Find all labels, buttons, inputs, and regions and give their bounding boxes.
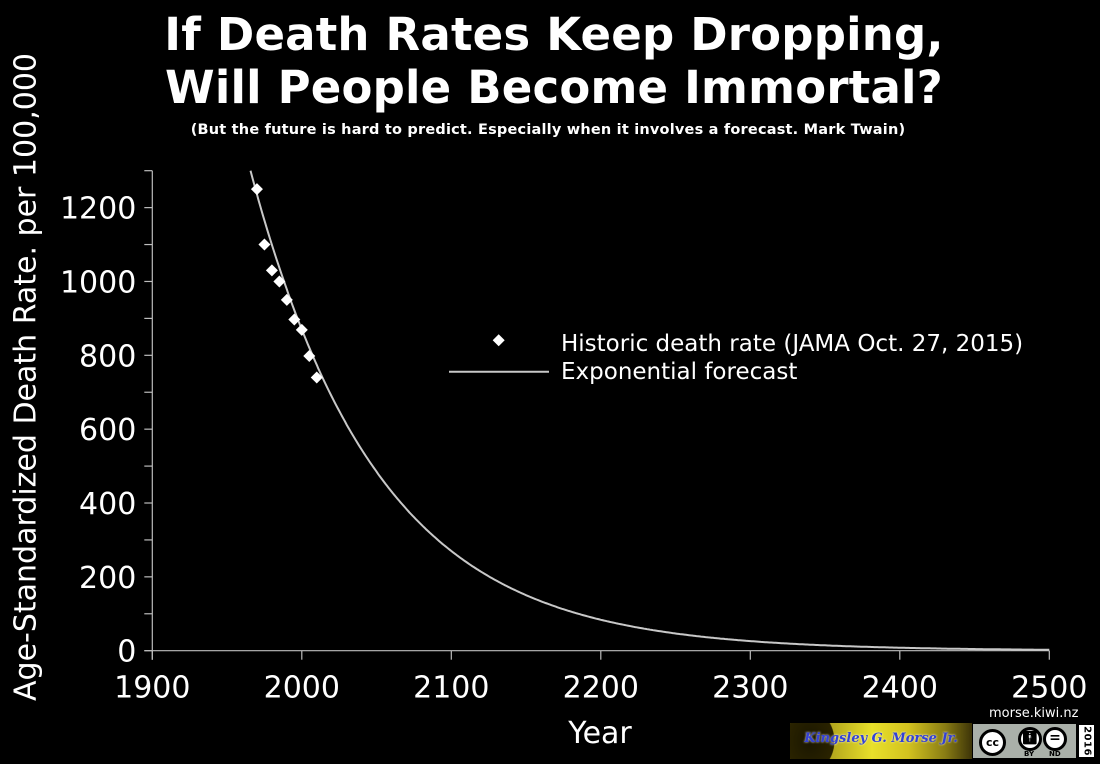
cc-license-badge[interactable]: cc 🚹︎ = BY ND <box>972 723 1077 759</box>
nd-label: ND <box>1049 750 1061 758</box>
data-point-diamond <box>303 350 316 363</box>
x-tick-label: 2000 <box>264 671 340 706</box>
y-tick-label: 400 <box>79 487 136 522</box>
x-axis-ticks: 1900 2000 2100 2200 2300 2400 2500 <box>114 650 1087 706</box>
x-tick-label: 2200 <box>563 671 639 706</box>
legend-label-forecast: Exponential forecast <box>561 359 797 385</box>
x-tick-label: 2400 <box>862 671 938 706</box>
historic-series <box>250 183 323 384</box>
chart-title-line-2: Will People Become Immortal? <box>165 61 943 114</box>
license-year: 2016 <box>1081 726 1092 756</box>
data-point-diamond <box>310 371 323 384</box>
by-label: BY <box>1024 750 1035 758</box>
y-axis-label: Age-Standardized Death Rate. per 100,000 <box>8 53 44 701</box>
x-axis-label: Year <box>568 716 632 751</box>
footer-url-link[interactable]: morse.kiwi.nz <box>989 706 1079 721</box>
legend-label-historic: Historic death rate (JAMA Oct. 27, 2015) <box>561 331 1023 357</box>
legend: Historic death rate (JAMA Oct. 27, 2015)… <box>449 331 1023 385</box>
forecast-line <box>249 170 1050 651</box>
data-point-diamond <box>295 323 308 336</box>
data-point-diamond <box>250 183 263 196</box>
chart-title-line-1: If Death Rates Keep Dropping, <box>164 8 944 61</box>
axes <box>144 170 1050 660</box>
no-derivatives-equals-icon: = <box>1043 727 1067 751</box>
data-point-diamond <box>273 275 286 288</box>
license-year-strip: 2016 <box>1077 723 1096 759</box>
legend-diamond-marker <box>492 334 505 347</box>
y-tick-label: 1000 <box>60 265 136 300</box>
author-banner: Kingsley G. Morse Jr. <box>790 723 972 759</box>
data-point-diamond <box>280 293 293 306</box>
y-tick-label: 1200 <box>60 192 136 227</box>
y-axis-ticks: 0 200 400 600 800 1000 1200 <box>60 170 153 670</box>
forecast-series <box>249 170 1050 651</box>
data-point-diamond <box>288 313 301 326</box>
data-point-diamond <box>258 238 271 251</box>
x-tick-label: 2500 <box>1011 671 1087 706</box>
y-tick-label: 0 <box>117 635 136 670</box>
x-tick-label: 1900 <box>114 671 190 706</box>
author-name: Kingsley G. Morse Jr. <box>804 731 958 746</box>
y-tick-label: 200 <box>79 561 136 596</box>
data-point-diamond <box>265 264 278 277</box>
cc-icon: cc <box>979 729 1006 756</box>
x-tick-label: 2300 <box>712 671 788 706</box>
attribution-person-icon: 🚹︎ <box>1018 727 1042 751</box>
y-tick-label: 600 <box>79 413 136 448</box>
x-tick-label: 2100 <box>413 671 489 706</box>
y-tick-label: 800 <box>79 339 136 374</box>
chart-subtitle: (But the future is hard to predict. Espe… <box>190 122 906 138</box>
